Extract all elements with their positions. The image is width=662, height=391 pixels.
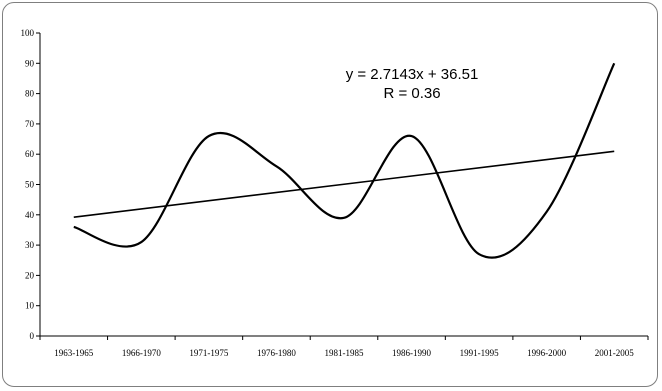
y-tick-label: 20 — [25, 270, 35, 280]
x-tick-label: 1971-1975 — [189, 348, 228, 358]
series-layer — [73, 62, 616, 259]
y-tick-label: 10 — [25, 301, 35, 311]
y-tick-label: 90 — [25, 58, 35, 68]
trendline-equation: y = 2.7143x + 36.51 — [346, 66, 479, 83]
y-tick-label: 70 — [25, 119, 35, 129]
x-tick-label: 1986-1990 — [392, 348, 431, 358]
x-tick-label: 1981-1985 — [325, 348, 364, 358]
x-tick-labels: 1963-1965 1966-1970 1971-1975 1976-1980 1981… — [54, 348, 634, 358]
y-tick-label: 40 — [25, 210, 35, 220]
x-tick-label: 1991-1995 — [460, 348, 499, 358]
y-tick-label: 0 — [30, 331, 35, 341]
trendline-r-label: R = 0.36 — [383, 85, 440, 102]
x-tick-label: 1966-1970 — [122, 348, 161, 358]
y-tick-label: 50 — [25, 180, 35, 190]
trendline — [73, 150, 615, 218]
x-tick-label: 1976-1980 — [257, 348, 296, 358]
axes — [36, 32, 649, 340]
y-tick-label: 30 — [25, 240, 35, 250]
x-tick-label: 2001-2005 — [595, 348, 634, 358]
y-tick-labels: 0 10 20 30 40 50 60 70 80 90 100 — [21, 28, 35, 341]
chart-frame — [2, 2, 658, 387]
y-tick-label: 80 — [25, 89, 35, 99]
series-line — [73, 62, 616, 259]
y-tick-label: 100 — [21, 28, 35, 38]
trendline-layer — [73, 150, 615, 218]
x-tick-label: 1963-1965 — [54, 348, 93, 358]
x-tick-label: 1996-2000 — [527, 348, 566, 358]
y-tick-label: 60 — [25, 149, 35, 159]
